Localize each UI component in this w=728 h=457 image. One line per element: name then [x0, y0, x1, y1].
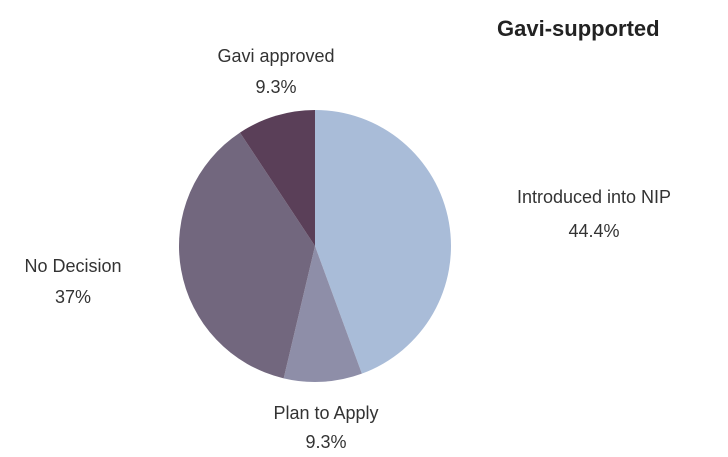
pie-slice	[239, 110, 315, 246]
slice-value-label: 9.3%	[305, 432, 346, 452]
slice-value-label: 9.3%	[255, 77, 296, 97]
slice-value-label: 37%	[55, 287, 91, 307]
slice-label: Introduced into NIP	[517, 187, 671, 207]
slice-label: No Decision	[24, 256, 121, 276]
slice-label: Gavi approved	[217, 46, 334, 66]
chart-title: Gavi-supported	[497, 16, 660, 41]
pie-slice	[315, 110, 451, 374]
slice-label: Plan to Apply	[273, 403, 378, 423]
slice-value-label: 44.4%	[568, 221, 619, 241]
pie-slice	[179, 132, 315, 379]
pie-slice	[283, 246, 362, 382]
